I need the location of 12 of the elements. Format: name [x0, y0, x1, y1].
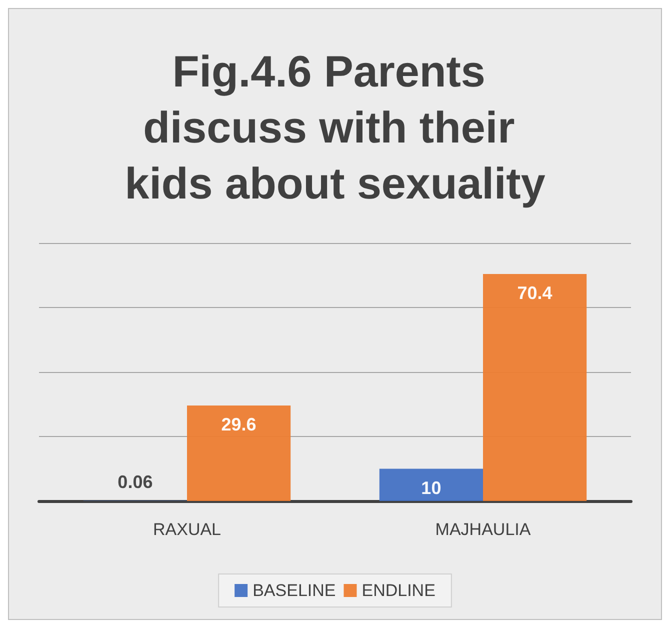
bar	[379, 468, 483, 501]
data-label: 10	[421, 478, 442, 498]
x-tick-label: RAXUAL	[152, 520, 222, 539]
legend-label: BASELINE	[252, 581, 336, 600]
data-label: 29.6	[221, 414, 256, 435]
bar	[187, 406, 291, 501]
chart-title: Fig.4.6 Parents discuss with their kids about sexuality	[124, 48, 546, 208]
data-label: 70.4	[517, 282, 552, 303]
bar	[483, 274, 587, 501]
x-tick-label: MAJHAULIA	[435, 520, 532, 539]
data-label: 0.06	[118, 472, 153, 492]
legend-label: ENDLINE	[362, 581, 436, 600]
